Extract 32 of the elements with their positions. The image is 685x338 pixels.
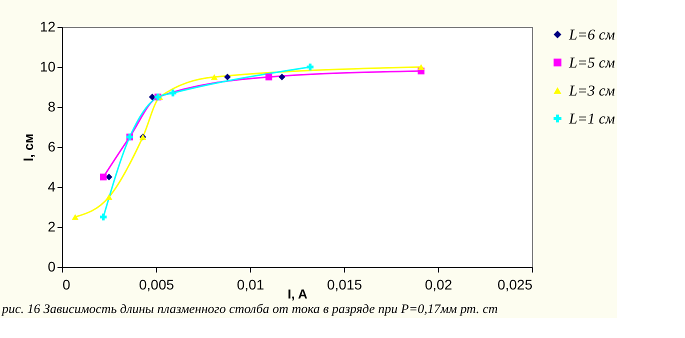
y-tick-label: 6 [48, 138, 56, 154]
x-axis-title: I, A [288, 286, 308, 302]
x-tick-label: 0 [62, 276, 70, 292]
point [418, 64, 424, 70]
y-tick-label: 4 [48, 178, 56, 194]
point [72, 214, 79, 220]
legend-label: L=5 см [568, 56, 616, 72]
point [265, 74, 272, 80]
x-tick-label: 0,005 [138, 276, 174, 292]
y-tick-label: 10 [40, 58, 56, 74]
point [170, 90, 176, 96]
point [306, 64, 314, 70]
point [106, 174, 112, 180]
point [278, 74, 286, 80]
point [100, 214, 107, 220]
legend-label: L=1 см [568, 112, 616, 128]
point [210, 74, 218, 80]
y-axis-title: l, см [20, 134, 36, 162]
y-tick-label: 8 [48, 98, 56, 114]
x-tick-label: 0,01 [236, 276, 264, 292]
point [106, 194, 112, 200]
x-tick-label: 0,025 [497, 276, 533, 292]
legend-label: L=6 см [568, 28, 616, 44]
legend-label: L=3 см [568, 84, 616, 100]
x-tick-label: 0,02 [424, 276, 452, 292]
text: рис. 16 Зависимость длины плазменного столба от тока в разряде при P=0,17мм рт. ст [1, 301, 498, 316]
y-tick-label: 0 [48, 258, 56, 274]
y-tick-label: 2 [48, 218, 56, 234]
point [224, 74, 231, 80]
x-tick-label: 0,015 [326, 276, 362, 292]
y-tick-label: 12 [40, 18, 56, 34]
point [100, 174, 107, 180]
